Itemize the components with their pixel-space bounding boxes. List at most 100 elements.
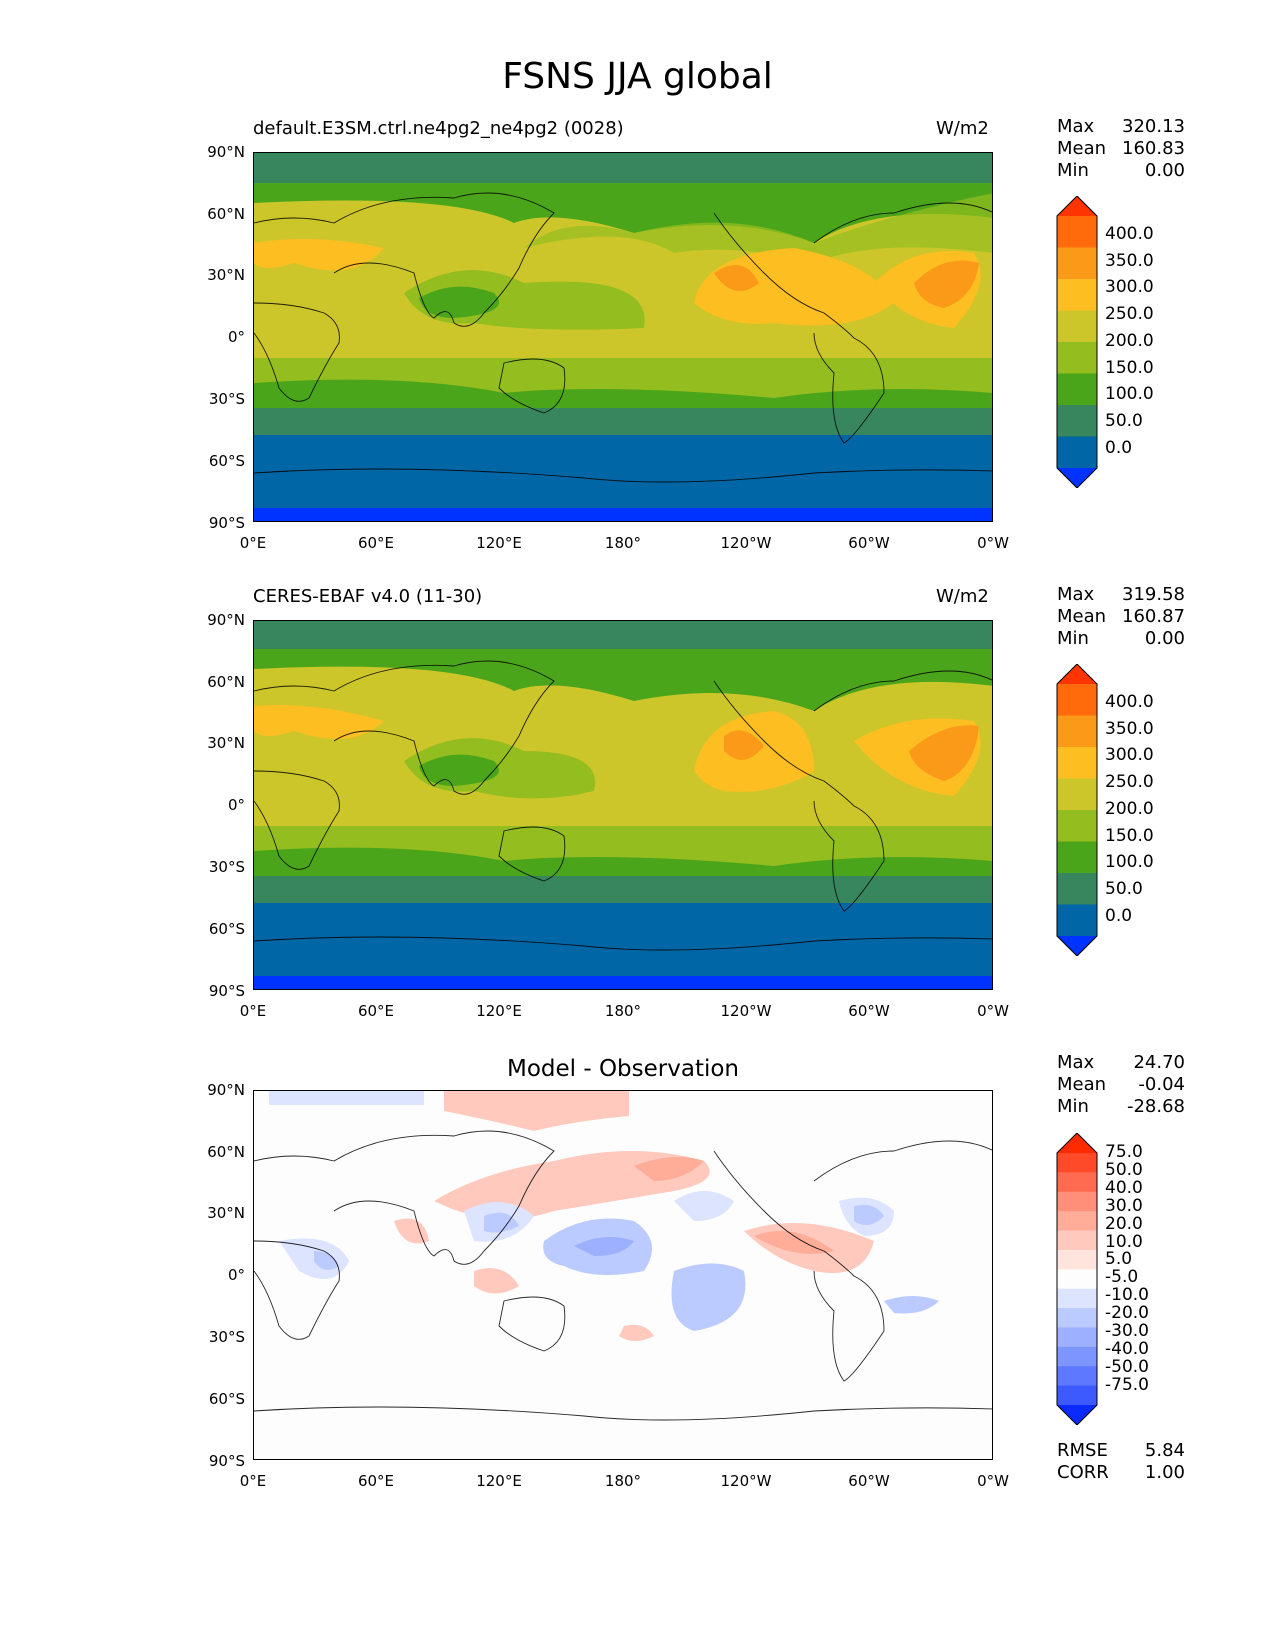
stat-label: Max: [1057, 1052, 1095, 1073]
colorbar-tick-label: 350.0: [1105, 250, 1154, 271]
ytick-label: 30°N: [207, 266, 245, 284]
xtick-label: 60°E: [357, 1472, 395, 1490]
panel-test-title: default.E3SM.ctrl.ne4pg2_ne4pg2 (0028): [253, 118, 624, 139]
colorbar-swatch: [1057, 778, 1097, 811]
stats-test: Max 320.13 Mean 160.83 Min 0.00: [1057, 116, 1185, 182]
xtick-label: 120°E: [476, 1002, 522, 1020]
ytick-label: 30°N: [207, 734, 245, 752]
xtick-label: 120°W: [720, 1472, 772, 1490]
colorbar-swatch: [1057, 1153, 1097, 1173]
ytick-label: 90°S: [208, 1452, 245, 1470]
colorbar-tick-label: -30.0: [1105, 1321, 1149, 1341]
stat-mean: -0.04: [1138, 1074, 1185, 1095]
colorbar-extend-bottom: [1057, 468, 1097, 488]
colorbar-tick-label: 0.0: [1105, 437, 1133, 458]
stat-label: Max: [1057, 116, 1095, 137]
ytick-label: 90°N: [207, 611, 245, 629]
colorbar-tick-label: -20.0: [1105, 1303, 1149, 1324]
colorbar-extend-bottom: [1057, 1405, 1097, 1425]
stats-diff-metrics: RMSE 5.84 CORR 1.00: [1057, 1440, 1185, 1484]
panel-diff: Model - Observation: [0, 0, 1275, 1490]
map-test[interactable]: [253, 152, 993, 522]
stat-min: 0.00: [1144, 160, 1185, 181]
xtick-label: 120°E: [476, 534, 522, 552]
stat-label: Max: [1057, 584, 1095, 605]
colorbar-swatch: [1057, 216, 1097, 248]
corr-label: CORR: [1057, 1462, 1109, 1483]
colorbar-diff-swatches: [1056, 1132, 1098, 1426]
xtick-label: 0°E: [239, 534, 267, 552]
ytick-label: 90°S: [208, 982, 245, 1000]
colorbar-swatch: [1057, 405, 1097, 437]
map-ref[interactable]: [253, 620, 993, 990]
colorbar-swatch: [1057, 1288, 1097, 1309]
xtick-label: 60°E: [357, 534, 395, 552]
stats-ref: Max 319.58 Mean 160.87 Min 0.00: [1057, 584, 1185, 650]
ytick-label: 60°N: [207, 205, 245, 223]
ytick-label: 60°S: [208, 920, 245, 938]
panel-ref-units: W/m2: [936, 586, 989, 607]
colorbar-ref: [1055, 663, 1099, 960]
ytick-label: 90°N: [207, 143, 245, 161]
corr-value: 1.00: [1144, 1462, 1185, 1483]
ytick-label: 90°S: [208, 514, 245, 532]
colorbar-tick-label: -5.0: [1105, 1267, 1139, 1288]
colorbar-tick-label: 400.0: [1105, 224, 1154, 244]
xtick-label: 0°E: [239, 1002, 267, 1020]
colorbar-swatch: [1057, 247, 1097, 280]
stat-label: Min: [1057, 628, 1089, 649]
colorbar-tick-label: 300.0: [1105, 745, 1154, 766]
panel-diff-title: Model - Observation: [506, 1056, 740, 1082]
xtick-label: 180°: [604, 1472, 642, 1490]
map-ref-field: [254, 621, 992, 989]
colorbar-tick-label: 200.0: [1105, 798, 1154, 819]
stat-max: 319.58: [1122, 584, 1185, 605]
xtick-label: 0°E: [239, 1472, 267, 1490]
xtick-label: 60°E: [357, 1002, 395, 1020]
colorbar-tick-label: 50.0: [1105, 1159, 1143, 1180]
colorbar-tick-label: 0.0: [1105, 905, 1133, 926]
ytick-label: 60°N: [207, 673, 245, 691]
panel-ref-title: CERES-EBAF v4.0 (11-30): [253, 586, 483, 607]
colorbar-swatch: [1057, 1366, 1097, 1387]
colorbar-outline: [1056, 195, 1098, 489]
colorbar-tick-label: 100.0: [1105, 852, 1154, 873]
figure-title: FSNS JJA global: [502, 56, 773, 97]
colorbar-tick-label: 250.0: [1105, 304, 1154, 325]
colorbar-outline: [1056, 1132, 1098, 1426]
map-diff-field: [254, 1091, 992, 1459]
colorbar-tick-label: 50.0: [1105, 878, 1143, 899]
ytick-label: 30°S: [208, 858, 245, 876]
colorbar-tick-label: 40.0: [1105, 1177, 1143, 1198]
xtick-label: 120°W: [720, 1002, 772, 1020]
ytick-label: 0°: [227, 328, 245, 346]
colorbar-tick-label: -40.0: [1105, 1338, 1149, 1359]
colorbar-swatch: [1057, 1249, 1097, 1270]
xtick-label: 60°W: [848, 1002, 890, 1020]
colorbar-tick-label: 10.0: [1105, 1231, 1143, 1252]
colorbar-tick-label: 5.0: [1105, 1249, 1133, 1270]
colorbar-tick-label: 200.0: [1105, 330, 1154, 351]
stat-min: -28.68: [1126, 1096, 1185, 1117]
xtick-label: 120°E: [476, 1472, 522, 1490]
colorbar-swatch: [1057, 1327, 1097, 1348]
xtick-label: 0°W: [977, 1002, 1009, 1020]
stat-mean: 160.83: [1122, 138, 1185, 159]
colorbar-tick-label: -75.0: [1105, 1374, 1149, 1395]
colorbar-extend-top: [1057, 664, 1097, 684]
colorbar-swatch: [1057, 310, 1097, 343]
colorbar-tick-label: 100.0: [1105, 384, 1154, 405]
colorbar-tick-label: 350.0: [1105, 718, 1154, 739]
stat-label: Mean: [1057, 1074, 1107, 1095]
stat-max: 24.70: [1133, 1052, 1185, 1073]
colorbar-swatch: [1057, 279, 1097, 311]
stat-label: Mean: [1057, 606, 1107, 627]
stat-mean: 160.87: [1122, 606, 1185, 627]
colorbar-tick-label: 300.0: [1105, 277, 1154, 298]
colorbar-swatch: [1057, 1191, 1097, 1212]
colorbar-tick-label: -10.0: [1105, 1285, 1149, 1306]
colorbar-swatch: [1057, 1385, 1097, 1406]
stat-label: Mean: [1057, 138, 1107, 159]
colorbar-tick-label: 75.0: [1105, 1142, 1143, 1162]
map-diff[interactable]: [253, 1090, 993, 1460]
